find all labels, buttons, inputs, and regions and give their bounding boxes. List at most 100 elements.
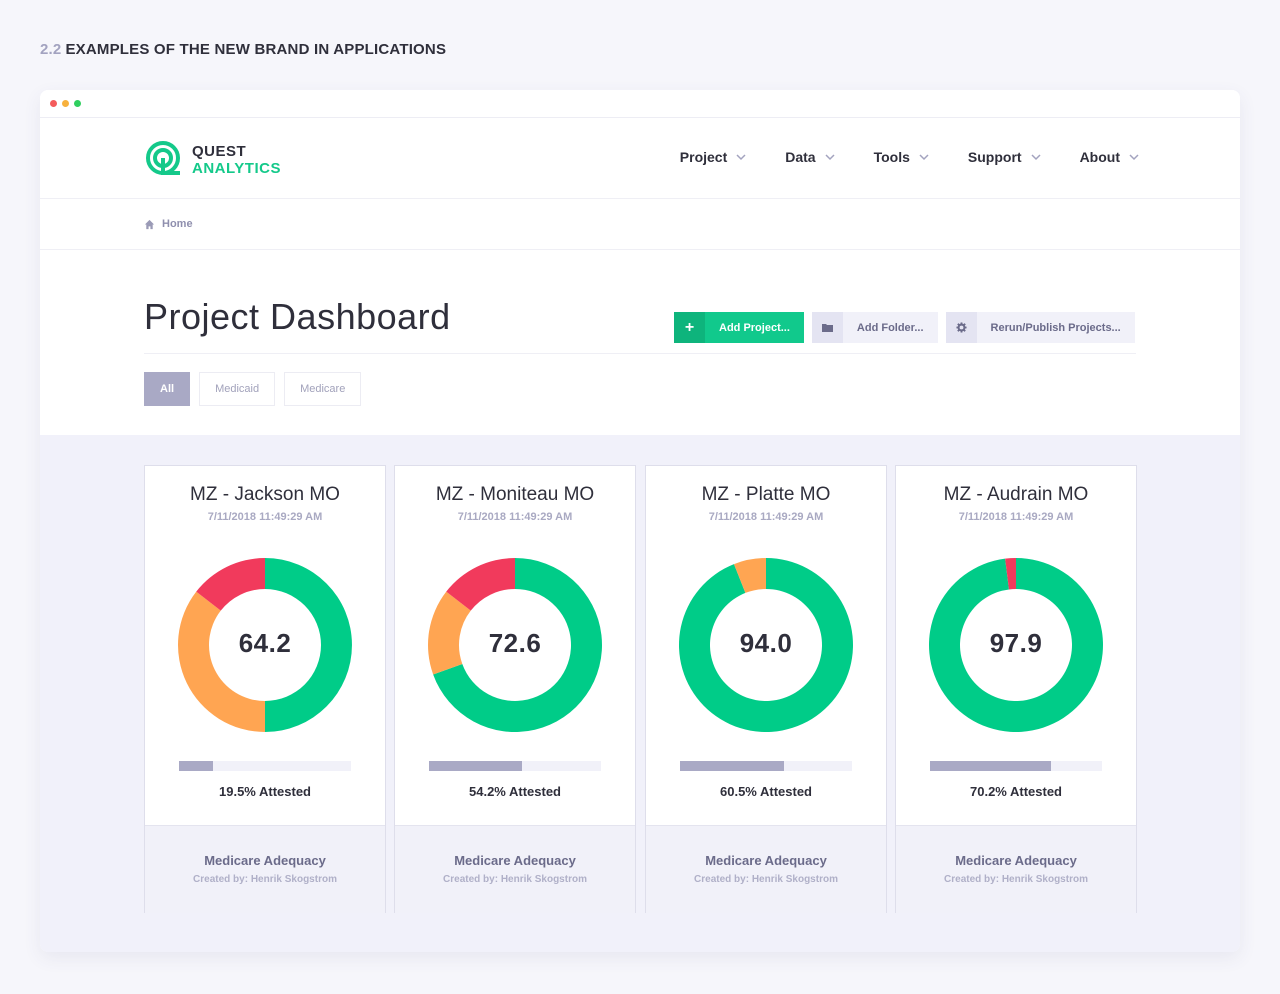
score-donut-chart: [178, 558, 352, 732]
project-name: MZ - Audrain MO: [943, 484, 1089, 505]
donut-segment-green: [265, 558, 352, 732]
filter-medicaid[interactable]: Medicaid: [199, 372, 276, 406]
project-date: 7/11/2018 11:49:29 AM: [457, 511, 573, 523]
add-folder-label: Add Folder...: [856, 321, 924, 334]
breadcrumb[interactable]: Home: [144, 218, 193, 230]
nav-item-project[interactable]: Project: [680, 149, 747, 165]
nav-item-data[interactable]: Data: [785, 149, 835, 165]
nav-label: About: [1079, 149, 1120, 165]
rerun-publish-button[interactable]: Rerun/Publish Projects...: [945, 312, 1135, 343]
title-divider: [144, 353, 1136, 354]
nav-label: Project: [679, 149, 728, 165]
project-creator: Created by: Henrik Skogstrom: [694, 874, 838, 885]
donut-segment-green: [929, 558, 1103, 732]
close-window-dot[interactable]: [50, 100, 57, 107]
project-type: Medicare Adequacy: [454, 853, 576, 868]
chevron-down-icon: [919, 154, 929, 161]
project-date: 7/11/2018 11:49:29 AM: [207, 511, 323, 523]
attested-progress-bar: [680, 761, 852, 771]
brand-logo[interactable]: QUEST ANALYTICS: [144, 139, 281, 181]
chevron-down-icon: [825, 154, 835, 161]
donut-segment-orange: [733, 558, 766, 593]
nav-item-about[interactable]: About: [1080, 149, 1140, 165]
project-score: 94.0: [739, 628, 793, 658]
project-name: MZ - Jackson MO: [190, 484, 340, 505]
plus-icon: +: [674, 312, 705, 343]
attested-progress-bar: [179, 761, 351, 771]
section-heading: 2.2 EXAMPLES OF THE NEW BRAND IN APPLICAT…: [40, 41, 446, 58]
rerun-publish-label: Rerun/Publish Projects...: [990, 321, 1121, 334]
page-title: Project Dashboard: [144, 296, 451, 337]
project-card[interactable]: MZ - Moniteau MO 7/11/2018 11:49:29 AM 7…: [394, 465, 636, 913]
nav-label: Data: [785, 149, 816, 165]
action-toolbar: + Add Project... Add Folder... Rerun/Pub…: [674, 312, 1143, 343]
project-date: 7/11/2018 11:49:29 AM: [708, 511, 824, 523]
chevron-down-icon: [1129, 154, 1139, 161]
score-donut-chart: [929, 558, 1103, 732]
attested-text: 54.2% Attested: [469, 784, 561, 799]
app-header: QUEST ANALYTICS Project Data Tools Suppo…: [40, 119, 1240, 199]
donut-segment-orange: [428, 591, 471, 675]
section-title-text: EXAMPLES OF THE NEW BRAND IN APPLICATION…: [65, 41, 447, 58]
chevron-down-icon: [736, 154, 746, 161]
project-card[interactable]: MZ - Platte MO 7/11/2018 11:49:29 AM 94.…: [645, 465, 887, 913]
chevron-down-icon: [1031, 154, 1041, 161]
brand-line-1: QUEST: [192, 143, 247, 160]
card-footer: Medicare Adequacy Created by: Henrik Sko…: [646, 825, 886, 913]
attested-text: 70.2% Attested: [970, 784, 1062, 799]
nav-label: Tools: [873, 149, 910, 165]
donut-segment-orange: [178, 591, 265, 732]
project-creator: Created by: Henrik Skogstrom: [443, 874, 587, 885]
project-cards-area: MZ - Jackson MO 7/11/2018 11:49:29 AM 64…: [40, 435, 1240, 952]
project-score: 97.9: [989, 628, 1043, 658]
project-score: 64.2: [238, 628, 292, 658]
donut-segment-red: [446, 558, 515, 611]
score-donut-chart: [679, 558, 853, 732]
filter-all[interactable]: All: [144, 372, 191, 406]
project-creator: Created by: Henrik Skogstrom: [944, 874, 1088, 885]
nav-item-support[interactable]: Support: [968, 149, 1042, 165]
add-project-button[interactable]: + Add Project...: [674, 312, 804, 343]
attested-progress-fill: [930, 761, 1051, 771]
donut-segment-green: [433, 558, 602, 732]
project-type: Medicare Adequacy: [204, 853, 326, 868]
nav-label: Support: [967, 149, 1022, 165]
brand-line-2: ANALYTICS: [192, 160, 281, 177]
gear-icon: [945, 312, 977, 343]
project-card[interactable]: MZ - Jackson MO 7/11/2018 11:49:29 AM 64…: [144, 465, 386, 913]
home-icon: [144, 219, 155, 229]
add-folder-button[interactable]: Add Folder...: [811, 312, 938, 343]
main-nav: Project Data Tools Support About: [642, 149, 1140, 165]
folder-icon: [811, 312, 843, 343]
attested-progress-bar: [930, 761, 1102, 771]
project-date: 7/11/2018 11:49:29 AM: [958, 511, 1074, 523]
add-project-label: Add Project...: [719, 321, 790, 334]
donut-segment-red: [1005, 558, 1016, 590]
attested-progress-bar: [429, 761, 601, 771]
project-creator: Created by: Henrik Skogstrom: [193, 874, 337, 885]
card-footer: Medicare Adequacy Created by: Henrik Sko…: [395, 825, 635, 913]
attested-text: 19.5% Attested: [219, 784, 311, 799]
project-score: 72.6: [488, 628, 542, 658]
filter-medicare[interactable]: Medicare: [284, 372, 362, 406]
project-type: Medicare Adequacy: [955, 853, 1077, 868]
maximize-window-dot[interactable]: [74, 100, 81, 107]
quest-logo-icon: [146, 141, 180, 175]
donut-segment-green: [679, 558, 853, 732]
breadcrumb-home: Home: [162, 218, 193, 230]
attested-progress-fill: [680, 761, 785, 771]
breadcrumb-bar: Home: [40, 200, 1240, 250]
nav-item-tools[interactable]: Tools: [874, 149, 930, 165]
attested-progress-fill: [179, 761, 213, 771]
browser-window: QUEST ANALYTICS Project Data Tools Suppo…: [40, 90, 1240, 952]
minimize-window-dot[interactable]: [62, 100, 69, 107]
project-card[interactable]: MZ - Audrain MO 7/11/2018 11:49:29 AM 97…: [895, 465, 1137, 913]
brand-name: QUEST ANALYTICS: [192, 143, 281, 177]
card-footer: Medicare Adequacy Created by: Henrik Sko…: [896, 825, 1136, 913]
attested-text: 60.5% Attested: [720, 784, 812, 799]
project-type: Medicare Adequacy: [705, 853, 827, 868]
project-name: MZ - Platte MO: [701, 484, 831, 505]
filter-tabs: All Medicaid Medicare: [144, 372, 370, 406]
score-donut-chart: [428, 558, 602, 732]
section-number: 2.2: [40, 41, 62, 58]
